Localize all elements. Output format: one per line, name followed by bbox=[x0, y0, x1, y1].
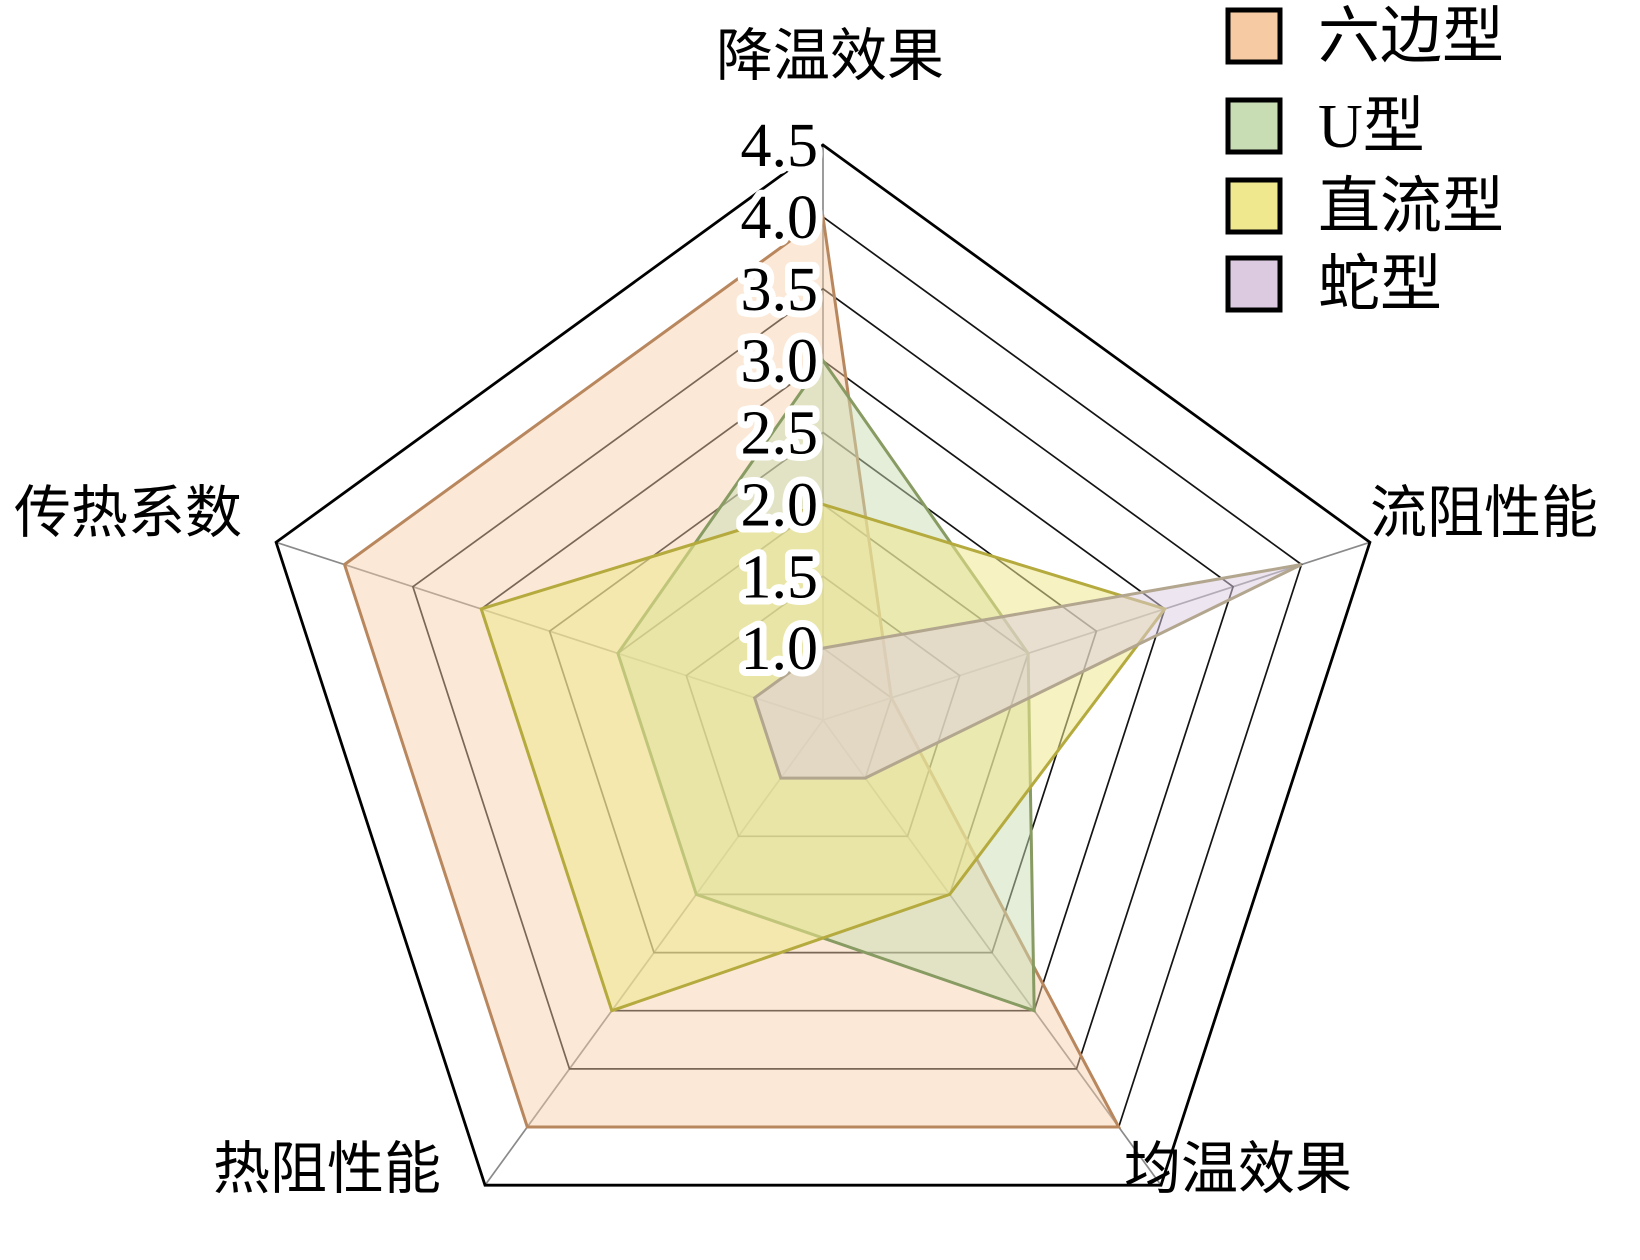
radial-tick-label: 2.5 bbox=[741, 400, 819, 468]
legend-label: 六边型 bbox=[1318, 3, 1504, 71]
axis-label-3: 热阻性能 bbox=[213, 1138, 441, 1201]
series-polygon bbox=[752, 563, 1303, 780]
radar-series-polygons bbox=[342, 214, 1303, 1129]
legend-label: 蛇型 bbox=[1318, 251, 1442, 319]
radar-grid-ring bbox=[411, 287, 1235, 1070]
legend-swatch bbox=[1225, 7, 1283, 65]
radar-grid-ring bbox=[480, 359, 1166, 1012]
radial-tick-labels: 4.54.03.53.02.52.01.51.0 bbox=[734, 105, 826, 690]
radial-tick-label: 3.0 bbox=[741, 328, 819, 396]
radial-tick-label: 4.0 bbox=[741, 184, 819, 252]
legend-item: 蛇型 bbox=[1225, 251, 1442, 319]
axis-label-1: 流阻性能 bbox=[1370, 482, 1598, 545]
legend-swatch bbox=[1225, 177, 1283, 235]
radial-tick-label: 4.5 bbox=[741, 112, 819, 180]
radial-tick-label: 2.0 bbox=[741, 471, 819, 539]
legend-item: 六边型 bbox=[1225, 3, 1504, 71]
legend-label: U型 bbox=[1318, 93, 1425, 161]
legend-swatch bbox=[1225, 255, 1283, 313]
legend-label: 直流型 bbox=[1318, 173, 1504, 241]
legend-item: U型 bbox=[1225, 93, 1425, 161]
legend-swatch bbox=[1225, 97, 1283, 155]
axis-label-4: 传热系数 bbox=[14, 482, 242, 545]
axis-label-0: 降温效果 bbox=[716, 25, 944, 88]
radial-tick-label: 1.5 bbox=[741, 543, 819, 611]
radar-outer-pentagon bbox=[274, 143, 1372, 1187]
radial-tick-label: 1.0 bbox=[741, 615, 819, 683]
legend-item: 直流型 bbox=[1225, 173, 1504, 241]
radial-tick-label: 3.5 bbox=[741, 256, 819, 324]
axis-label-2: 均温效果 bbox=[1124, 1138, 1352, 1201]
